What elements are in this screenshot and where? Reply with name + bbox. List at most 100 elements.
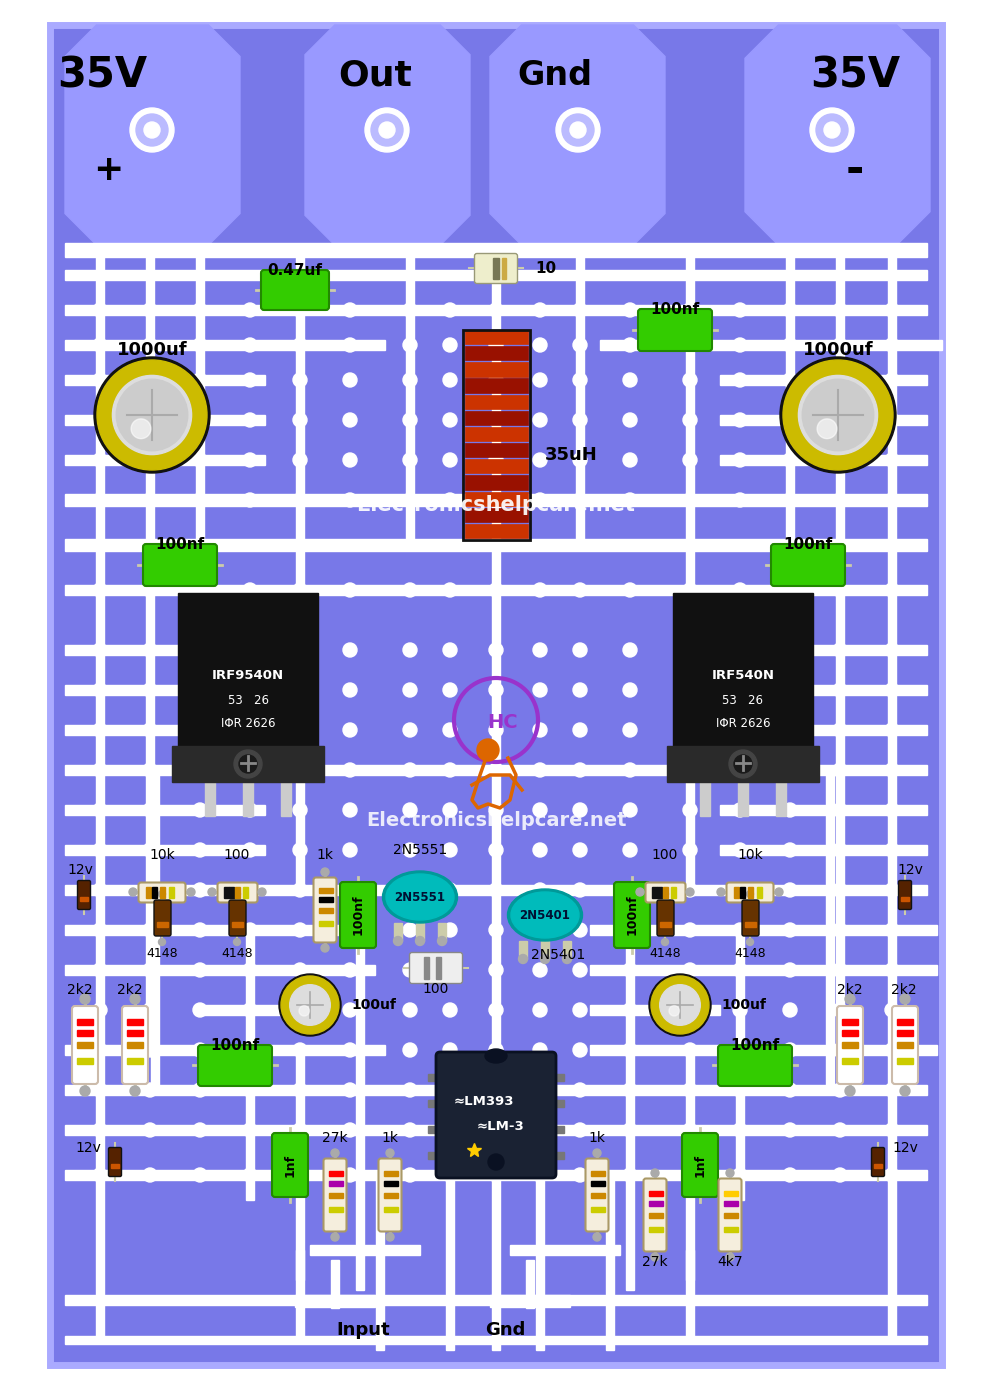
Circle shape xyxy=(143,1004,157,1017)
Bar xyxy=(319,920,332,926)
Circle shape xyxy=(93,1167,107,1183)
Circle shape xyxy=(243,1083,257,1097)
Circle shape xyxy=(683,883,697,897)
Circle shape xyxy=(443,452,457,466)
Circle shape xyxy=(193,414,207,428)
Circle shape xyxy=(243,683,257,697)
Bar xyxy=(842,1019,858,1024)
Bar xyxy=(748,887,753,898)
Circle shape xyxy=(683,923,697,937)
Bar xyxy=(465,443,528,457)
Circle shape xyxy=(93,1123,107,1137)
Circle shape xyxy=(193,1042,207,1058)
Circle shape xyxy=(623,804,637,818)
Bar xyxy=(720,645,927,655)
Circle shape xyxy=(193,843,207,856)
Bar xyxy=(384,1192,398,1198)
Circle shape xyxy=(403,963,417,977)
Bar xyxy=(169,887,174,898)
Bar xyxy=(196,250,204,550)
Bar xyxy=(77,1042,93,1048)
Circle shape xyxy=(833,723,847,737)
Bar xyxy=(724,1191,737,1195)
Circle shape xyxy=(733,883,747,897)
Circle shape xyxy=(573,1123,587,1137)
Circle shape xyxy=(833,414,847,428)
Circle shape xyxy=(683,303,697,316)
Text: 1nf: 1nf xyxy=(693,1153,706,1177)
Circle shape xyxy=(845,994,855,1004)
Circle shape xyxy=(533,804,547,818)
Circle shape xyxy=(379,122,395,137)
Circle shape xyxy=(573,414,587,428)
Circle shape xyxy=(403,683,417,697)
Ellipse shape xyxy=(485,1049,507,1063)
Bar xyxy=(65,1045,385,1055)
Text: 53   26: 53 26 xyxy=(722,694,764,706)
Bar xyxy=(96,250,104,1339)
Circle shape xyxy=(343,683,357,697)
Circle shape xyxy=(193,963,207,977)
Bar xyxy=(652,887,657,898)
Circle shape xyxy=(489,1123,503,1137)
Circle shape xyxy=(623,723,637,737)
Bar xyxy=(151,770,159,1090)
Circle shape xyxy=(243,414,257,428)
Circle shape xyxy=(193,723,207,737)
Bar xyxy=(776,779,786,816)
Circle shape xyxy=(533,303,547,316)
Circle shape xyxy=(833,1167,847,1183)
Circle shape xyxy=(193,583,207,597)
Circle shape xyxy=(783,643,797,657)
Circle shape xyxy=(129,888,137,897)
Bar xyxy=(394,923,402,941)
Circle shape xyxy=(833,303,847,316)
Circle shape xyxy=(233,938,240,945)
Circle shape xyxy=(443,963,457,977)
Circle shape xyxy=(143,883,157,897)
Circle shape xyxy=(885,683,899,697)
Bar xyxy=(428,1152,441,1159)
Bar xyxy=(536,1090,544,1351)
Bar xyxy=(310,1245,420,1255)
Circle shape xyxy=(573,963,587,977)
Bar xyxy=(65,415,265,425)
Circle shape xyxy=(443,1042,457,1058)
Bar xyxy=(649,1213,663,1217)
Bar xyxy=(686,250,694,890)
Circle shape xyxy=(193,339,207,353)
Circle shape xyxy=(623,493,637,507)
Circle shape xyxy=(783,804,797,818)
Bar xyxy=(757,887,762,898)
Bar xyxy=(720,686,927,695)
Circle shape xyxy=(533,643,547,657)
Bar xyxy=(146,887,151,898)
Circle shape xyxy=(243,493,257,507)
Circle shape xyxy=(833,643,847,657)
Circle shape xyxy=(136,114,168,146)
Text: 1k: 1k xyxy=(316,848,333,862)
Bar xyxy=(740,887,745,898)
Circle shape xyxy=(143,1042,157,1058)
Text: 1nf: 1nf xyxy=(284,1153,297,1177)
Text: 100uf: 100uf xyxy=(351,998,396,1012)
Bar xyxy=(50,25,942,1364)
Circle shape xyxy=(343,452,357,466)
Circle shape xyxy=(900,1085,910,1097)
Text: 35uH: 35uH xyxy=(545,446,598,464)
Circle shape xyxy=(833,1004,847,1017)
Circle shape xyxy=(683,723,697,737)
Circle shape xyxy=(489,373,503,387)
Circle shape xyxy=(443,339,457,353)
Circle shape xyxy=(443,643,457,657)
Circle shape xyxy=(533,963,547,977)
Circle shape xyxy=(243,303,257,316)
Circle shape xyxy=(623,583,637,597)
Text: Input: Input xyxy=(336,1321,390,1339)
Circle shape xyxy=(93,843,107,856)
FancyBboxPatch shape xyxy=(638,310,712,351)
Circle shape xyxy=(193,1004,207,1017)
FancyBboxPatch shape xyxy=(139,883,186,902)
Circle shape xyxy=(443,583,457,597)
Bar xyxy=(127,1058,143,1063)
